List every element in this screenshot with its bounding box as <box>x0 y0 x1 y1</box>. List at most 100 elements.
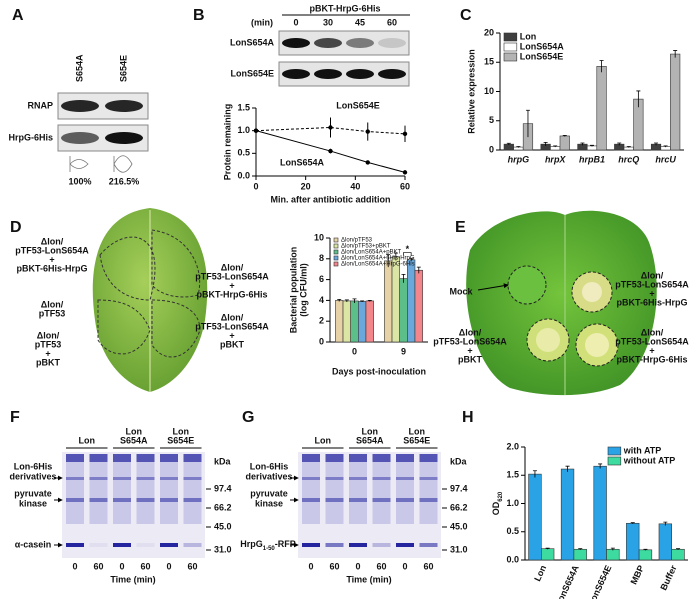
y-tick-label: 1.0 <box>237 125 250 135</box>
leaf-label: Δlon/ <box>641 327 664 337</box>
y-tick-label: 0 <box>319 336 324 346</box>
gel <box>62 452 205 558</box>
percentage-label: 100% <box>68 176 91 186</box>
lane-group-label: S654E <box>167 435 194 445</box>
band-label: Lon-6His <box>14 461 53 471</box>
lane-group-label: S654A <box>120 435 148 445</box>
legend-swatch <box>333 255 339 261</box>
gel-band <box>160 454 178 462</box>
data-point <box>328 148 333 154</box>
gel-band <box>349 543 367 547</box>
time-label: 0 <box>72 561 77 571</box>
error-bar <box>654 142 659 146</box>
bar <box>596 66 607 151</box>
data-point <box>402 170 408 175</box>
error-bar <box>643 548 648 551</box>
series-line <box>255 126 406 135</box>
blot-band <box>314 38 342 48</box>
time-label: 0 <box>293 17 298 27</box>
panel-letter: F <box>10 409 20 426</box>
leaf-label: pTF53-LonS654A <box>615 279 689 289</box>
gel-band <box>113 454 131 462</box>
gel-band <box>183 454 202 462</box>
gel-band <box>66 543 84 547</box>
band-label: α-casein <box>15 539 52 549</box>
y-tick-label: 2.0 <box>506 441 519 451</box>
legend-swatch <box>333 243 339 249</box>
x-tick-label: hrpB1 <box>579 154 605 164</box>
gel-band <box>349 498 367 502</box>
bar <box>638 549 653 561</box>
lane-group-label: Lon <box>126 426 143 436</box>
gel-band <box>66 498 84 502</box>
leaf-label: + <box>467 345 472 355</box>
leaf-label: + <box>49 254 54 264</box>
legend-swatch <box>607 446 622 456</box>
time-label: 60 <box>329 561 339 571</box>
bar <box>391 256 400 343</box>
y-tick-label: 0.5 <box>237 148 250 158</box>
time-label: 0 <box>355 561 360 571</box>
band-label: pyruvate <box>250 488 288 498</box>
gel-band <box>372 454 391 462</box>
blot-band <box>105 100 143 112</box>
bar <box>384 260 393 343</box>
error-bar <box>409 257 414 262</box>
error-bar <box>673 50 678 58</box>
error-bar <box>337 298 342 302</box>
error-bar <box>360 300 365 302</box>
error-bar <box>636 90 641 108</box>
legend-label: with ATP <box>623 445 662 455</box>
y-axis-label: OD620 <box>491 491 503 515</box>
y-label-sub: 620 <box>498 491 504 502</box>
y-tick-label: 10 <box>484 86 494 96</box>
legend-swatch <box>503 52 518 62</box>
error-bar <box>590 144 594 147</box>
x-tick-label: MBP <box>629 564 647 586</box>
gel-smear <box>136 462 155 524</box>
legend-label: Δlon/LonS654A+6His-HrpG <box>341 256 415 262</box>
gel <box>298 452 441 558</box>
gel-smear <box>160 462 178 524</box>
blot-band <box>378 38 406 48</box>
gel-band <box>302 454 320 462</box>
unit-label: kDa <box>450 456 468 466</box>
bar <box>671 548 685 561</box>
error-bar <box>663 521 668 526</box>
data-point <box>328 125 333 130</box>
lane-group-label: Lon <box>79 435 96 445</box>
marker-label: 45.0 <box>450 521 468 531</box>
leaf-label: Δlon/ <box>41 299 64 309</box>
blot-band <box>282 38 310 48</box>
error-bar <box>532 470 537 478</box>
error-bar <box>610 547 615 551</box>
percentage-label: 216.5% <box>109 176 140 186</box>
panel-letter: E <box>455 219 466 236</box>
bar <box>670 53 681 151</box>
legend-label: Δlon/LonS654A+HrpG-6His <box>341 262 415 268</box>
marker-label: 31.0 <box>214 544 232 554</box>
blot-band <box>378 69 406 79</box>
leaf-label: Δlon/ <box>459 327 482 337</box>
leaf-label: + <box>229 280 234 290</box>
time-label: 45 <box>355 17 365 27</box>
y-axis-label: Bacterial population <box>288 247 298 334</box>
band-label: derivatives <box>245 471 292 481</box>
data-point <box>365 160 370 165</box>
leaf-label: pBKT-6His-HrpG <box>16 263 87 273</box>
gel-band <box>302 498 320 502</box>
gel-band <box>419 454 438 462</box>
construct-label: pBKT-HrpG-6His <box>309 3 380 13</box>
y-tick-label: 8 <box>319 253 324 263</box>
gel-smear <box>302 462 320 524</box>
gel-band <box>89 454 108 462</box>
leaf-label: Δlon/ <box>221 262 244 272</box>
gel-band <box>183 498 202 502</box>
x-tick-label: 9 <box>401 346 406 356</box>
gel-band <box>302 543 320 547</box>
legend-swatch <box>503 42 518 52</box>
blot-band <box>61 132 99 144</box>
bar <box>358 301 367 343</box>
error-bar <box>580 142 585 146</box>
error-bar <box>386 254 391 268</box>
